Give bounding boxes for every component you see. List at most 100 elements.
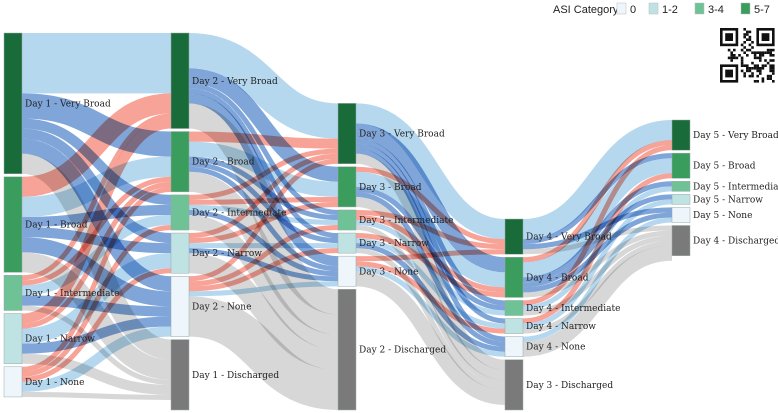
sankey-link-d1b-d2n xyxy=(21,227,172,254)
node-d1vb xyxy=(3,32,23,175)
node-label-d2vb: Day 2 - Very Broad xyxy=(192,77,278,87)
sankey-link-d3b-d3dis xyxy=(355,196,506,380)
sankey-link-d4b-d5b xyxy=(522,158,673,278)
node-label-d2i: Day 2 - Intermediate xyxy=(192,208,286,218)
legend-swatch-1 xyxy=(648,2,659,15)
sankey-link-d1z-d2n xyxy=(21,268,172,382)
node-d5i xyxy=(671,181,691,192)
sankey-link-d2vb-d2dis xyxy=(187,103,340,315)
sankey-link-d2b-d3b xyxy=(188,141,339,197)
node-d2vb xyxy=(170,32,190,129)
sankey-link-d2i-d3b xyxy=(188,196,339,205)
node-label-d4vb: Day 4 - Very Broad xyxy=(526,233,612,243)
sankey-link-d2i-d3vb xyxy=(188,148,339,200)
sankey-link-d1z-d2i xyxy=(21,225,172,377)
sankey-link-d2z-d3vb xyxy=(188,158,339,282)
node-label-d5b: Day 5 - Broad xyxy=(693,162,756,172)
legend-swatch-2 xyxy=(694,2,705,15)
node-label-d4z: Day 4 - None xyxy=(526,343,585,353)
node-label-d2dis: Day 2 - Discharged xyxy=(359,346,446,356)
sankey-link-d2z-d3z xyxy=(188,281,339,297)
node-d1dis xyxy=(170,339,190,411)
sankey-link-d4i-d5vb xyxy=(522,145,673,306)
sankey-link-d2b-d3vb xyxy=(188,131,339,149)
node-label-d2b: Day 2 - Broad xyxy=(192,158,255,168)
sankey-link-d1b-d2b xyxy=(21,156,172,217)
node-label-d1dis: Day 1 - Discharged xyxy=(192,371,279,381)
sankey-link-d3n-d4n xyxy=(355,238,506,329)
node-d3vb xyxy=(337,103,357,164)
node-d1n xyxy=(3,313,23,365)
sankey-link-d3z-d4n xyxy=(355,261,506,334)
sankey-link-d2z-d3n xyxy=(188,248,339,292)
node-d3z xyxy=(337,255,357,287)
node-d2n xyxy=(170,232,190,274)
sankey-link-d1n-d2b xyxy=(21,181,172,329)
sankey-link-d2i-d3z xyxy=(188,209,339,277)
node-d3dis xyxy=(504,359,524,411)
node-label-d5z: Day 5 - None xyxy=(693,211,752,221)
node-label-d4i: Day 4 - Intermediate xyxy=(526,304,620,314)
sankey-link-d2vb-d3vb xyxy=(188,33,339,139)
node-label-d3dis: Day 3 - Discharged xyxy=(526,381,613,391)
sankey-link-d4vb-d5vb xyxy=(522,120,673,240)
sankey-labels: Day 1 - Very Broad Day 1 - Broad Day 1 - I… xyxy=(25,77,778,391)
node-d2b xyxy=(170,131,190,193)
node-label-d4b: Day 4 - Broad xyxy=(526,273,589,283)
sankey-link-d2i-d2dis xyxy=(188,214,339,350)
sankey-link-d3vb-d4vb xyxy=(355,103,506,240)
sankey-link-d3vb-d3dis xyxy=(355,153,506,370)
node-label-d1z: Day 1 - None xyxy=(25,378,84,388)
node-d2dis xyxy=(337,289,357,411)
sankey-link-d4z-d5z xyxy=(522,217,673,342)
node-d1b xyxy=(3,176,23,273)
sankey-link-d3b-d4i xyxy=(355,186,506,311)
node-label-d1vb: Day 1 - Very Broad xyxy=(25,99,111,109)
sankey-link-d2z-d2dis xyxy=(187,296,340,411)
legend-label-0: 0 xyxy=(630,4,636,16)
sankey-link-d2n-d3z xyxy=(188,248,339,282)
sankey-link-d3z-d4vb xyxy=(355,249,506,262)
sankey-nodes xyxy=(3,32,691,411)
sankey-link-d4n-d5b xyxy=(522,173,673,324)
sankey-link-d1vb-d2b xyxy=(21,93,172,157)
legend-label-1: 1-2 xyxy=(662,4,678,16)
node-label-d3n: Day 3 - Narrow xyxy=(359,239,429,249)
sankey-link-d1n-d2vb xyxy=(21,118,172,324)
node-d5z xyxy=(671,207,691,223)
legend-swatch-3 xyxy=(740,2,751,15)
sankey-link-d2n-d3vb xyxy=(188,153,339,239)
node-label-d3vb: Day 3 - Very Broad xyxy=(359,130,445,140)
node-d3n xyxy=(337,232,357,254)
node-d4b xyxy=(504,256,524,298)
sankey-link-d2vb-d3b xyxy=(188,68,339,182)
legend: ASI Category 01-23-45-7>= 8 xyxy=(553,2,770,16)
node-label-d3i: Day 3 - Intermediate xyxy=(359,216,453,226)
node-label-d5n: Day 5 - Narrow xyxy=(693,195,763,205)
sankey-link-d1i-d2vb xyxy=(21,113,172,281)
sankey-link-d2i-d3i xyxy=(188,204,339,226)
legend-label-2: 3-4 xyxy=(708,4,724,16)
node-label-d2n: Day 2 - Narrow xyxy=(192,249,262,259)
sankey-links xyxy=(20,33,673,411)
node-label-d1i: Day 1 - Intermediate xyxy=(25,289,119,299)
sankey-link-d4b-d5i xyxy=(522,181,673,283)
sankey-link-d3b-d4vb xyxy=(355,166,506,245)
sankey-link-d4b-d5vb xyxy=(522,140,673,263)
sankey-link-d1b-d2vb xyxy=(21,93,172,197)
sankey-link-d3i-d4vb xyxy=(355,209,506,250)
node-d4vb xyxy=(504,218,524,255)
sankey-link-d3z-d3dis xyxy=(355,271,506,405)
node-label-d3b: Day 3 - Broad xyxy=(359,183,422,193)
node-label-d1n: Day 1 - Narrow xyxy=(25,335,95,345)
sankey-link-d4n-d4dis xyxy=(522,240,673,334)
node-d5n xyxy=(671,194,691,205)
node-d2i xyxy=(170,194,190,231)
node-d4z xyxy=(504,336,524,357)
node-d4dis xyxy=(671,225,691,256)
sankey-link-d3n-d4b xyxy=(355,233,506,298)
sankey-link-d2b-d3i xyxy=(188,156,339,220)
sankey-link-d1b-d2z xyxy=(21,237,172,307)
sankey-link-d3z-d4z xyxy=(355,266,506,357)
